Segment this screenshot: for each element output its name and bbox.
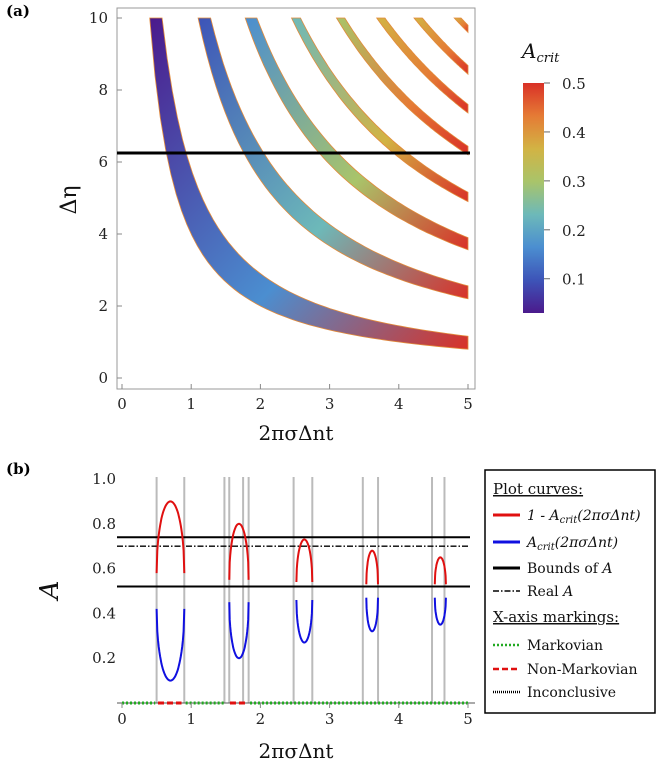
heatmap-band xyxy=(413,17,469,76)
x-tick-label: 0 xyxy=(117,395,127,413)
lower-curve xyxy=(365,597,379,633)
y-tick-label: 8 xyxy=(98,81,108,99)
lower-curve xyxy=(433,597,447,626)
colorbar-scale xyxy=(523,83,544,313)
upper-curve xyxy=(228,522,250,580)
x-tick-label: 1 xyxy=(186,395,196,413)
y-tick-label: 0.8 xyxy=(92,515,116,533)
y-tick-label: 1.0 xyxy=(92,470,116,488)
y-tick-label: 0.2 xyxy=(92,649,116,667)
x-tick-label: 5 xyxy=(463,710,473,728)
upper-curve xyxy=(155,500,186,574)
colorbar-title: Acrit xyxy=(520,39,560,66)
heatmap-band xyxy=(335,17,469,156)
legend-item-non-markovian: Non-Markovian xyxy=(527,662,637,678)
colorbar: Acrit 0.1 0.2 0.3 0.4 0.5 xyxy=(520,39,586,313)
heatmap-bands xyxy=(149,17,469,350)
lower-curve xyxy=(155,608,186,682)
colorbar-tick-label: 0.1 xyxy=(562,271,586,289)
colorbar-tick-label: 0.4 xyxy=(562,124,586,142)
colorbar-ticks: 0.1 0.2 0.3 0.4 0.5 xyxy=(544,75,586,289)
upper-curve xyxy=(365,549,379,585)
x-tick-label: 5 xyxy=(463,395,473,413)
panel-a-label: (a) xyxy=(6,2,30,20)
y-tick-label: 2 xyxy=(98,297,108,315)
y-tick-label: 0 xyxy=(98,369,108,387)
y-tick-label: 4 xyxy=(98,225,108,243)
legend-item-upper-curve: 1 - Acrit(2πσΔnt) xyxy=(527,508,641,526)
panel-a-frame xyxy=(116,7,476,390)
panel-b-x-axis-title: 2πσΔnt xyxy=(259,739,334,763)
upper-curve xyxy=(433,556,447,585)
x-tick-label: 3 xyxy=(325,395,335,413)
critical-curves xyxy=(155,500,447,682)
panel-b-y-axis-title: A xyxy=(35,581,65,602)
bound-lines xyxy=(117,536,470,588)
colorbar-tick-label: 0.2 xyxy=(562,222,586,240)
x-tick-label: 3 xyxy=(325,710,335,728)
legend-item-markovian: Markovian xyxy=(527,638,603,654)
colorbar-tick-label: 0.5 xyxy=(562,75,586,93)
x-tick-label: 0 xyxy=(117,710,127,728)
panel-a-y-ticks: 0 2 4 6 8 10 xyxy=(89,9,122,387)
panel-b-x-ticks: 0 1 2 3 4 5 xyxy=(117,703,473,728)
colorbar-tick-label: 0.3 xyxy=(562,173,586,191)
panel-a-x-ticks: 0 1 2 3 4 5 xyxy=(117,384,473,413)
x-tick-label: 4 xyxy=(394,710,404,728)
y-tick-label: 10 xyxy=(89,9,108,27)
panel-b-line-chart: (b) 0 1 2 3 4 5 0.2 0.4 0.6 0.8 1.0 2πσΔnt A xyxy=(6,460,475,763)
heatmap-band xyxy=(375,17,469,114)
heatmap-band xyxy=(149,17,469,350)
lower-curve xyxy=(228,602,250,660)
panel-b-label: (b) xyxy=(6,460,31,478)
gray-vertical-lines xyxy=(155,477,446,703)
panel-b-y-ticks: 0.2 0.4 0.6 0.8 1.0 xyxy=(92,470,116,667)
panel-a-heatmap: (a) 0 1 2 3 4 5 0 2 4 6 8 10 2πσΔnt Δη xyxy=(6,2,476,445)
panel-a-x-axis-title: 2πσΔnt xyxy=(259,421,334,445)
legend-heading-curves: Plot curves: xyxy=(493,480,583,498)
legend-heading-markings: X-axis markings: xyxy=(493,608,619,626)
heatmap-band xyxy=(244,17,469,251)
y-tick-label: 0.6 xyxy=(92,560,116,578)
legend-item-real: Real A xyxy=(527,584,573,600)
x-tick-label: 2 xyxy=(256,710,266,728)
y-tick-label: 6 xyxy=(98,153,108,171)
x-tick-label: 2 xyxy=(256,395,266,413)
legend: Plot curves: 1 - Acrit(2πσΔnt) Acrit(2πσ… xyxy=(484,469,656,714)
upper-curve xyxy=(295,538,314,583)
y-tick-label: 0.4 xyxy=(92,604,116,622)
x-tick-label: 1 xyxy=(186,710,196,728)
legend-item-inconclusive: Inconclusive xyxy=(527,685,616,701)
heatmap-band xyxy=(453,17,469,34)
heatmap-band xyxy=(290,17,469,203)
panel-a-y-axis-title: Δη xyxy=(57,185,82,214)
legend-item-lower-curve: Acrit(2πσΔnt) xyxy=(525,535,618,553)
x-tick-label: 4 xyxy=(394,395,404,413)
lower-curve xyxy=(295,599,314,644)
legend-item-bounds: Bounds of A xyxy=(527,561,613,577)
heatmap-band xyxy=(197,17,469,300)
